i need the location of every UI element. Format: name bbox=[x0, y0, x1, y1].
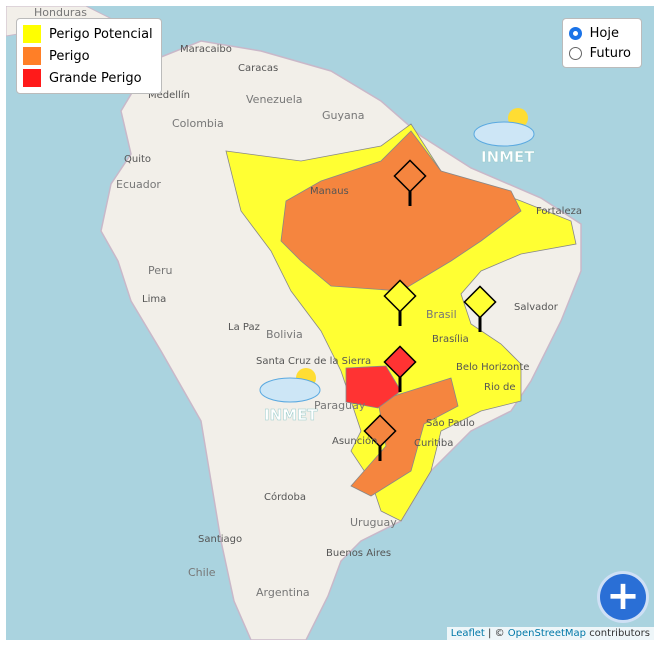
radio-label[interactable]: Futuro bbox=[589, 45, 631, 61]
map-label: Belo Horizonte bbox=[456, 362, 529, 373]
text: | © bbox=[488, 628, 505, 639]
map-label: Ecuador bbox=[116, 178, 161, 191]
zoom-button[interactable]: + bbox=[600, 574, 646, 620]
map-label: Chile bbox=[188, 566, 216, 579]
radio-option[interactable]: Futuro bbox=[568, 43, 631, 63]
map-label: Santiago bbox=[198, 534, 242, 545]
map-label: Quito bbox=[124, 154, 151, 165]
map-label: Honduras bbox=[34, 6, 87, 19]
logo-text: INMET bbox=[264, 406, 318, 424]
warning-icons bbox=[363, 159, 497, 461]
legend-label: Grande Perigo bbox=[49, 70, 142, 86]
legend-swatch bbox=[23, 25, 41, 43]
map-label: Peru bbox=[148, 264, 173, 277]
red-zone bbox=[345, 365, 402, 409]
legend: Perigo Potencial Perigo Grande Perigo bbox=[16, 18, 162, 94]
cloud-logo bbox=[259, 368, 321, 403]
map-label: São Paulo bbox=[426, 418, 475, 429]
radio-button[interactable] bbox=[568, 46, 582, 60]
map-label: Venezuela bbox=[246, 93, 303, 106]
radio-option[interactable]: Hoje bbox=[568, 23, 631, 43]
legend-swatch bbox=[23, 69, 41, 87]
map-label: Paraguay bbox=[314, 399, 366, 412]
cloud-logo bbox=[473, 108, 535, 147]
map[interactable]: INMET INMET Honduras Maracaibo Caracas M… bbox=[6, 6, 654, 640]
map-label: Asunción bbox=[332, 435, 377, 447]
link[interactable]: Leaflet bbox=[450, 628, 485, 639]
attribution: Leaflet | © OpenStreetMap contributors bbox=[446, 627, 654, 640]
text: contributors bbox=[589, 628, 650, 639]
logo-text: INMET bbox=[481, 148, 535, 166]
legend-swatch bbox=[23, 47, 41, 65]
legend-item: Perigo Potencial bbox=[23, 23, 153, 45]
map-label: Fortaleza bbox=[536, 206, 582, 217]
map-label: Colombia bbox=[172, 117, 224, 130]
map-label: Guyana bbox=[322, 109, 364, 122]
map-label: Caracas bbox=[238, 63, 278, 74]
orange-zone bbox=[280, 130, 522, 292]
map-label: Manaus bbox=[310, 186, 349, 197]
map-label: Santa Cruz de la Sierra bbox=[256, 356, 371, 367]
map-label: Argentina bbox=[256, 586, 310, 599]
orange-zone bbox=[350, 377, 459, 497]
radio-label[interactable]: Hoje bbox=[589, 25, 619, 41]
radio-button[interactable] bbox=[568, 26, 582, 40]
map-label: Uruguay bbox=[350, 516, 397, 529]
legend-label: Perigo bbox=[49, 48, 90, 64]
map-label: Córdoba bbox=[264, 491, 306, 503]
map-label: Brasília bbox=[432, 333, 469, 345]
labels: Honduras Maracaibo Caracas Medellín Vene… bbox=[34, 6, 582, 599]
legend-label: Perigo Potencial bbox=[49, 26, 153, 42]
map-label: Maracaibo bbox=[180, 44, 232, 55]
link[interactable]: OpenStreetMap bbox=[507, 628, 586, 639]
period-selector: Hoje Futuro bbox=[561, 18, 642, 68]
map-label: La Paz bbox=[228, 322, 260, 333]
map-label: Bolivia bbox=[266, 328, 303, 341]
map-canvas: INMET INMET Honduras Maracaibo Caracas M… bbox=[6, 6, 582, 640]
map-label: Buenos Aires bbox=[326, 548, 391, 559]
map-label: Rio de bbox=[484, 382, 516, 393]
map-label: Brasil bbox=[426, 308, 457, 321]
map-label: Curitiba bbox=[414, 438, 453, 449]
legend-item: Grande Perigo bbox=[23, 67, 153, 89]
map-label: Lima bbox=[142, 294, 166, 305]
map-label: Salvador bbox=[514, 302, 559, 313]
legend-item: Perigo bbox=[23, 45, 153, 67]
